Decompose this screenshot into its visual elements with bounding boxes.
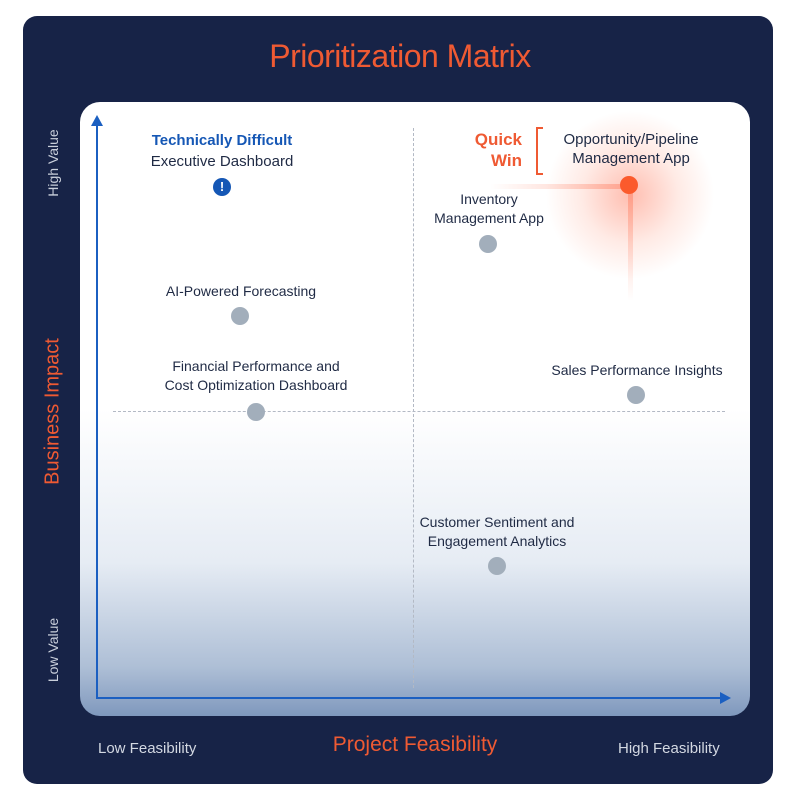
difficult-tag-text: Technically Difficult <box>151 132 293 149</box>
point-label-opportunity-pipeline: Opportunity/Pipeline Management App <box>541 130 721 168</box>
data-point-customer-sentiment[interactable] <box>488 557 506 575</box>
label-line2: Management App <box>572 150 690 167</box>
y-axis-arrow-icon <box>91 115 103 126</box>
x-axis-low-label: Low Feasibility <box>98 740 197 757</box>
label-line2: Engagement Analytics <box>427 533 567 549</box>
point-label-financial-performance: Financial Performance and Cost Optimizat… <box>146 357 366 395</box>
highlight-glow-vertical <box>628 186 633 301</box>
label-line1: Customer Sentiment and <box>419 514 575 530</box>
y-axis-low-label: Low Value <box>45 617 61 683</box>
point-label-inventory: Inventory Management App <box>414 190 564 228</box>
data-point-ai-forecasting[interactable] <box>231 307 249 325</box>
x-axis-arrow-icon <box>720 692 731 704</box>
label-line1: Financial Performance and <box>172 358 340 374</box>
data-point-inventory[interactable] <box>479 235 497 253</box>
bracket-icon <box>536 127 543 175</box>
quick-win-line2: Win <box>490 151 522 170</box>
point-label-ai-forecasting: AI-Powered Forecasting <box>165 283 317 299</box>
highlight-glow-horizontal <box>490 184 630 189</box>
quick-win-line1: Quick <box>474 130 522 149</box>
plot-area <box>80 102 750 716</box>
y-axis-high-label: High Value <box>45 129 61 197</box>
label-line1: Opportunity/Pipeline <box>563 131 699 148</box>
horizontal-quadrant-divider <box>113 411 725 412</box>
point-label-customer-sentiment: Customer Sentiment and Engagement Analyt… <box>407 513 587 551</box>
x-axis-line <box>96 697 721 699</box>
label-line1: Inventory <box>460 191 518 207</box>
chart-title: Prioritization Matrix <box>269 38 531 74</box>
point-label-executive-dashboard: Executive Dashboard <box>150 153 294 170</box>
y-axis-title: Business Impact <box>41 338 64 485</box>
label-line2: Cost Optimization Dashboard <box>164 377 348 393</box>
vertical-quadrant-divider <box>413 128 414 688</box>
exclamation-icon[interactable]: ! <box>213 178 231 196</box>
label-line2: Management App <box>434 210 544 226</box>
quick-win-tag: Quick Win <box>462 129 522 171</box>
data-point-sales-performance[interactable] <box>627 386 645 404</box>
x-axis-high-label: High Feasibility <box>618 740 720 757</box>
y-axis-line <box>96 122 98 698</box>
difficult-tag: Technically Difficult <box>122 131 322 150</box>
x-axis-title: Project Feasibility <box>332 733 498 756</box>
data-point-opportunity-pipeline[interactable] <box>620 176 638 194</box>
data-point-financial-performance[interactable] <box>247 403 265 421</box>
point-label-sales-performance: Sales Performance Insights <box>551 362 723 378</box>
